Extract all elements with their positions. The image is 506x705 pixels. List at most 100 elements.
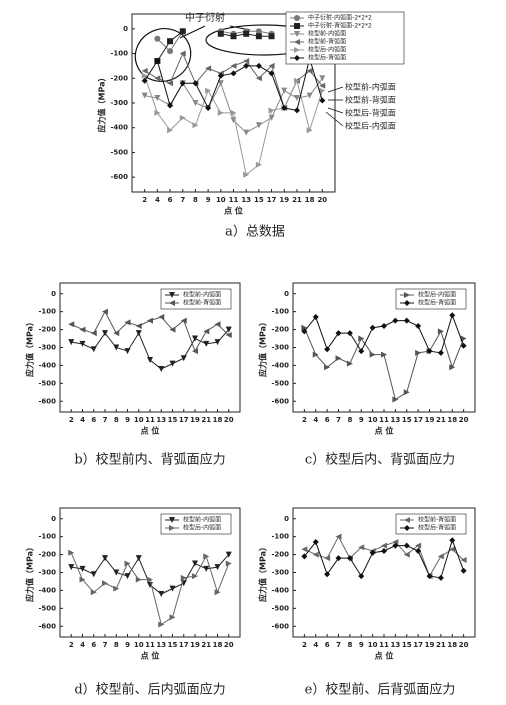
legend-label: 校型后-内弧面 <box>418 291 456 299</box>
data-point <box>154 35 161 42</box>
annotation: 校型前-背弧面 <box>345 95 396 105</box>
data-point <box>154 57 161 64</box>
data-point <box>392 396 399 403</box>
data-point <box>324 364 331 371</box>
data-point <box>68 321 75 328</box>
x-tick-label: 8 <box>347 416 352 424</box>
y-tick-label: -200 <box>38 326 56 334</box>
x-tick-label: 8 <box>347 641 352 649</box>
legend-label: 校型后-内弧面 <box>183 524 221 532</box>
series-line <box>303 327 465 401</box>
x-tick-label: 18 <box>305 196 315 204</box>
data-point <box>268 107 275 114</box>
data-point <box>192 335 198 342</box>
data-point <box>158 591 165 597</box>
x-tick-label: 19 <box>425 641 435 649</box>
legend-label: 校型后-背弧面 <box>418 299 456 307</box>
data-point <box>79 326 86 333</box>
data-point <box>230 109 237 116</box>
data-point <box>415 349 422 356</box>
x-tick-label: 7 <box>103 641 108 649</box>
x-tick-label: 13 <box>156 641 166 649</box>
x-tick-label: 9 <box>359 641 364 649</box>
x-tick-label: 20 <box>224 641 234 649</box>
data-point <box>217 109 224 116</box>
data-point <box>230 70 237 77</box>
data-point <box>324 555 331 562</box>
data-point <box>437 328 444 335</box>
legend-box <box>395 288 467 310</box>
x-tick-label: 6 <box>325 641 330 649</box>
y-tick-label: -400 <box>271 586 289 594</box>
data-point <box>449 537 456 544</box>
x-tick-label: 9 <box>359 416 364 424</box>
data-point <box>460 342 467 349</box>
y-tick-label: -400 <box>38 586 56 594</box>
data-point <box>141 77 148 84</box>
data-point <box>319 97 326 104</box>
data-point <box>169 614 176 621</box>
data-point <box>358 544 365 551</box>
y-tick-label: -100 <box>38 533 56 541</box>
legend-marker <box>294 39 300 45</box>
x-tick-label: 10 <box>368 416 378 424</box>
data-point <box>301 553 308 560</box>
y-tick-label: -200 <box>38 551 56 559</box>
x-tick-label: 19 <box>190 416 200 424</box>
data-point <box>180 317 187 324</box>
data-point <box>192 348 198 355</box>
data-point <box>79 565 86 572</box>
x-tick-label: 15 <box>254 196 264 204</box>
data-point <box>449 312 456 319</box>
data-point <box>306 67 313 74</box>
y-tick-label: -200 <box>271 326 289 334</box>
data-point <box>102 308 108 315</box>
data-point <box>369 351 376 358</box>
x-tick-label: 9 <box>125 641 130 649</box>
data-point <box>141 67 148 74</box>
y-tick-label: -400 <box>38 361 56 369</box>
data-point <box>301 546 308 553</box>
data-point <box>141 72 148 79</box>
legend-label: 中子衍射-内弧面-2*2*2 <box>308 14 372 22</box>
legend-label: 校型后-内弧面 <box>308 46 346 54</box>
data-point <box>392 317 399 324</box>
data-point <box>426 573 433 580</box>
data-point <box>225 560 232 567</box>
annotation-arrow <box>327 86 344 93</box>
data-point <box>369 549 376 556</box>
data-point <box>179 50 186 57</box>
data-point <box>217 80 224 87</box>
legend-label: 校型前-内弧面 <box>308 30 346 38</box>
data-point <box>169 360 176 367</box>
data-point <box>68 549 75 556</box>
x-tick-label: 13 <box>241 196 251 204</box>
data-point <box>230 33 237 40</box>
y-tick-label: -500 <box>271 604 289 612</box>
caption: a）总数据 <box>225 225 285 240</box>
x-tick-label: 18 <box>213 641 223 649</box>
data-point <box>243 129 250 136</box>
x-tick-label: 2 <box>69 641 74 649</box>
data-point <box>306 127 313 134</box>
data-point <box>392 539 399 546</box>
data-point <box>169 585 176 592</box>
data-point <box>281 104 288 111</box>
data-point <box>135 323 142 329</box>
legend-label: 校型前-背弧面 <box>308 38 346 46</box>
data-point <box>460 567 467 574</box>
data-point <box>90 589 97 596</box>
data-point <box>147 317 153 324</box>
data-point <box>319 82 326 89</box>
data-point <box>255 28 262 35</box>
data-point <box>346 360 353 367</box>
data-point <box>124 348 131 355</box>
y-tick-label: -100 <box>271 533 289 541</box>
data-point <box>225 326 232 333</box>
x-tick-label: 20 <box>459 416 469 424</box>
data-point <box>147 357 153 364</box>
data-point <box>102 580 108 587</box>
data-point <box>113 585 120 592</box>
data-point <box>135 555 142 562</box>
